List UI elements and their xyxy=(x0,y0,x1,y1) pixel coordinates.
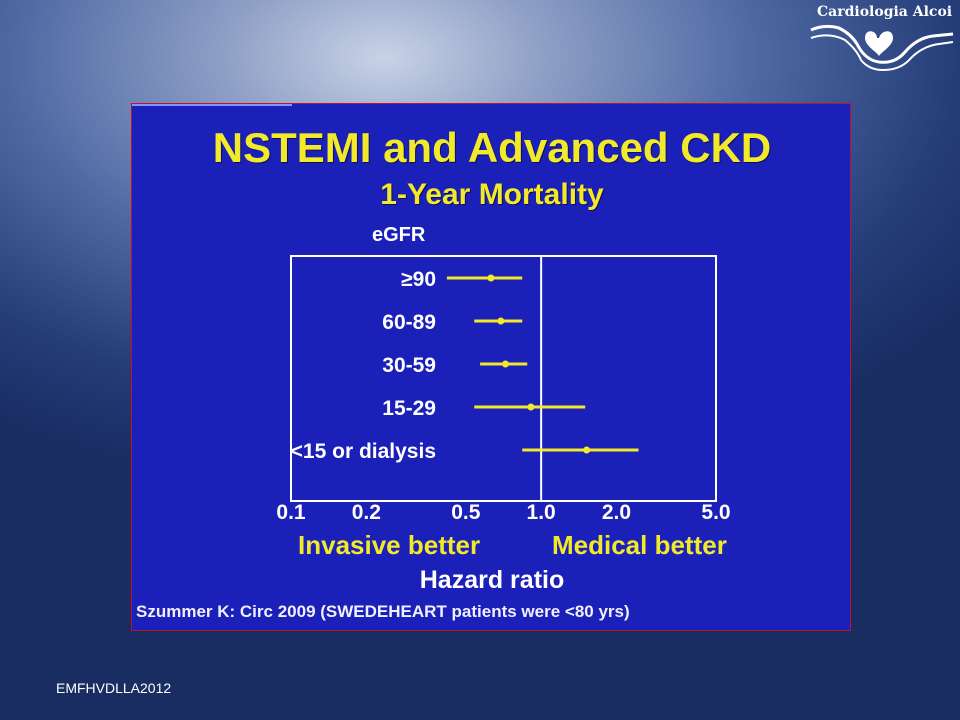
row-label: 30-59 xyxy=(382,354,436,377)
x-tick-label: 5.0 xyxy=(701,501,730,524)
row-label: ≥90 xyxy=(401,268,436,291)
x-tick-label: 0.1 xyxy=(276,501,306,524)
x-tick-label: 1.0 xyxy=(527,501,556,524)
point-estimate xyxy=(497,317,505,325)
x-axis-label: Hazard ratio xyxy=(419,566,565,594)
forest-plot: ≥90 60-89 30-59 15-29 <15 or dialysis 0.1 0.2… xyxy=(276,255,731,524)
row-label: 60-89 xyxy=(382,311,436,334)
point-estimate xyxy=(583,446,591,454)
x-tick-label: 2.0 xyxy=(602,501,631,524)
logo-text: Cardiologia Alcoi xyxy=(817,4,953,20)
heart-icon xyxy=(810,24,954,72)
chart-title: NSTEMI and Advanced CKD xyxy=(212,124,772,171)
logo: Cardiologia Alcoi xyxy=(805,0,955,72)
row-header: eGFR xyxy=(372,224,426,246)
x-tick-label: 0.5 xyxy=(451,501,481,524)
point-estimate xyxy=(501,360,509,368)
favors-left-label: Invasive better xyxy=(298,530,481,560)
source-citation: Szummer K: Circ 2009 (SWEDEHEART patient… xyxy=(136,602,630,621)
row-label: 15-29 xyxy=(382,397,436,420)
row-label: <15 or dialysis xyxy=(291,440,436,463)
slide-highlight xyxy=(132,104,292,106)
chart-slide: NSTEMI and Advanced CKD 1-Year Mortality… xyxy=(131,103,851,631)
point-estimate xyxy=(527,403,535,411)
x-tick-label: 0.2 xyxy=(352,501,381,524)
footer-text: EMFHVDLLA2012 xyxy=(56,680,172,696)
favors-right-label: Medical better xyxy=(552,530,727,560)
chart-subtitle: 1-Year Mortality xyxy=(380,178,604,211)
point-estimate xyxy=(487,274,495,282)
plot-area xyxy=(290,255,717,502)
